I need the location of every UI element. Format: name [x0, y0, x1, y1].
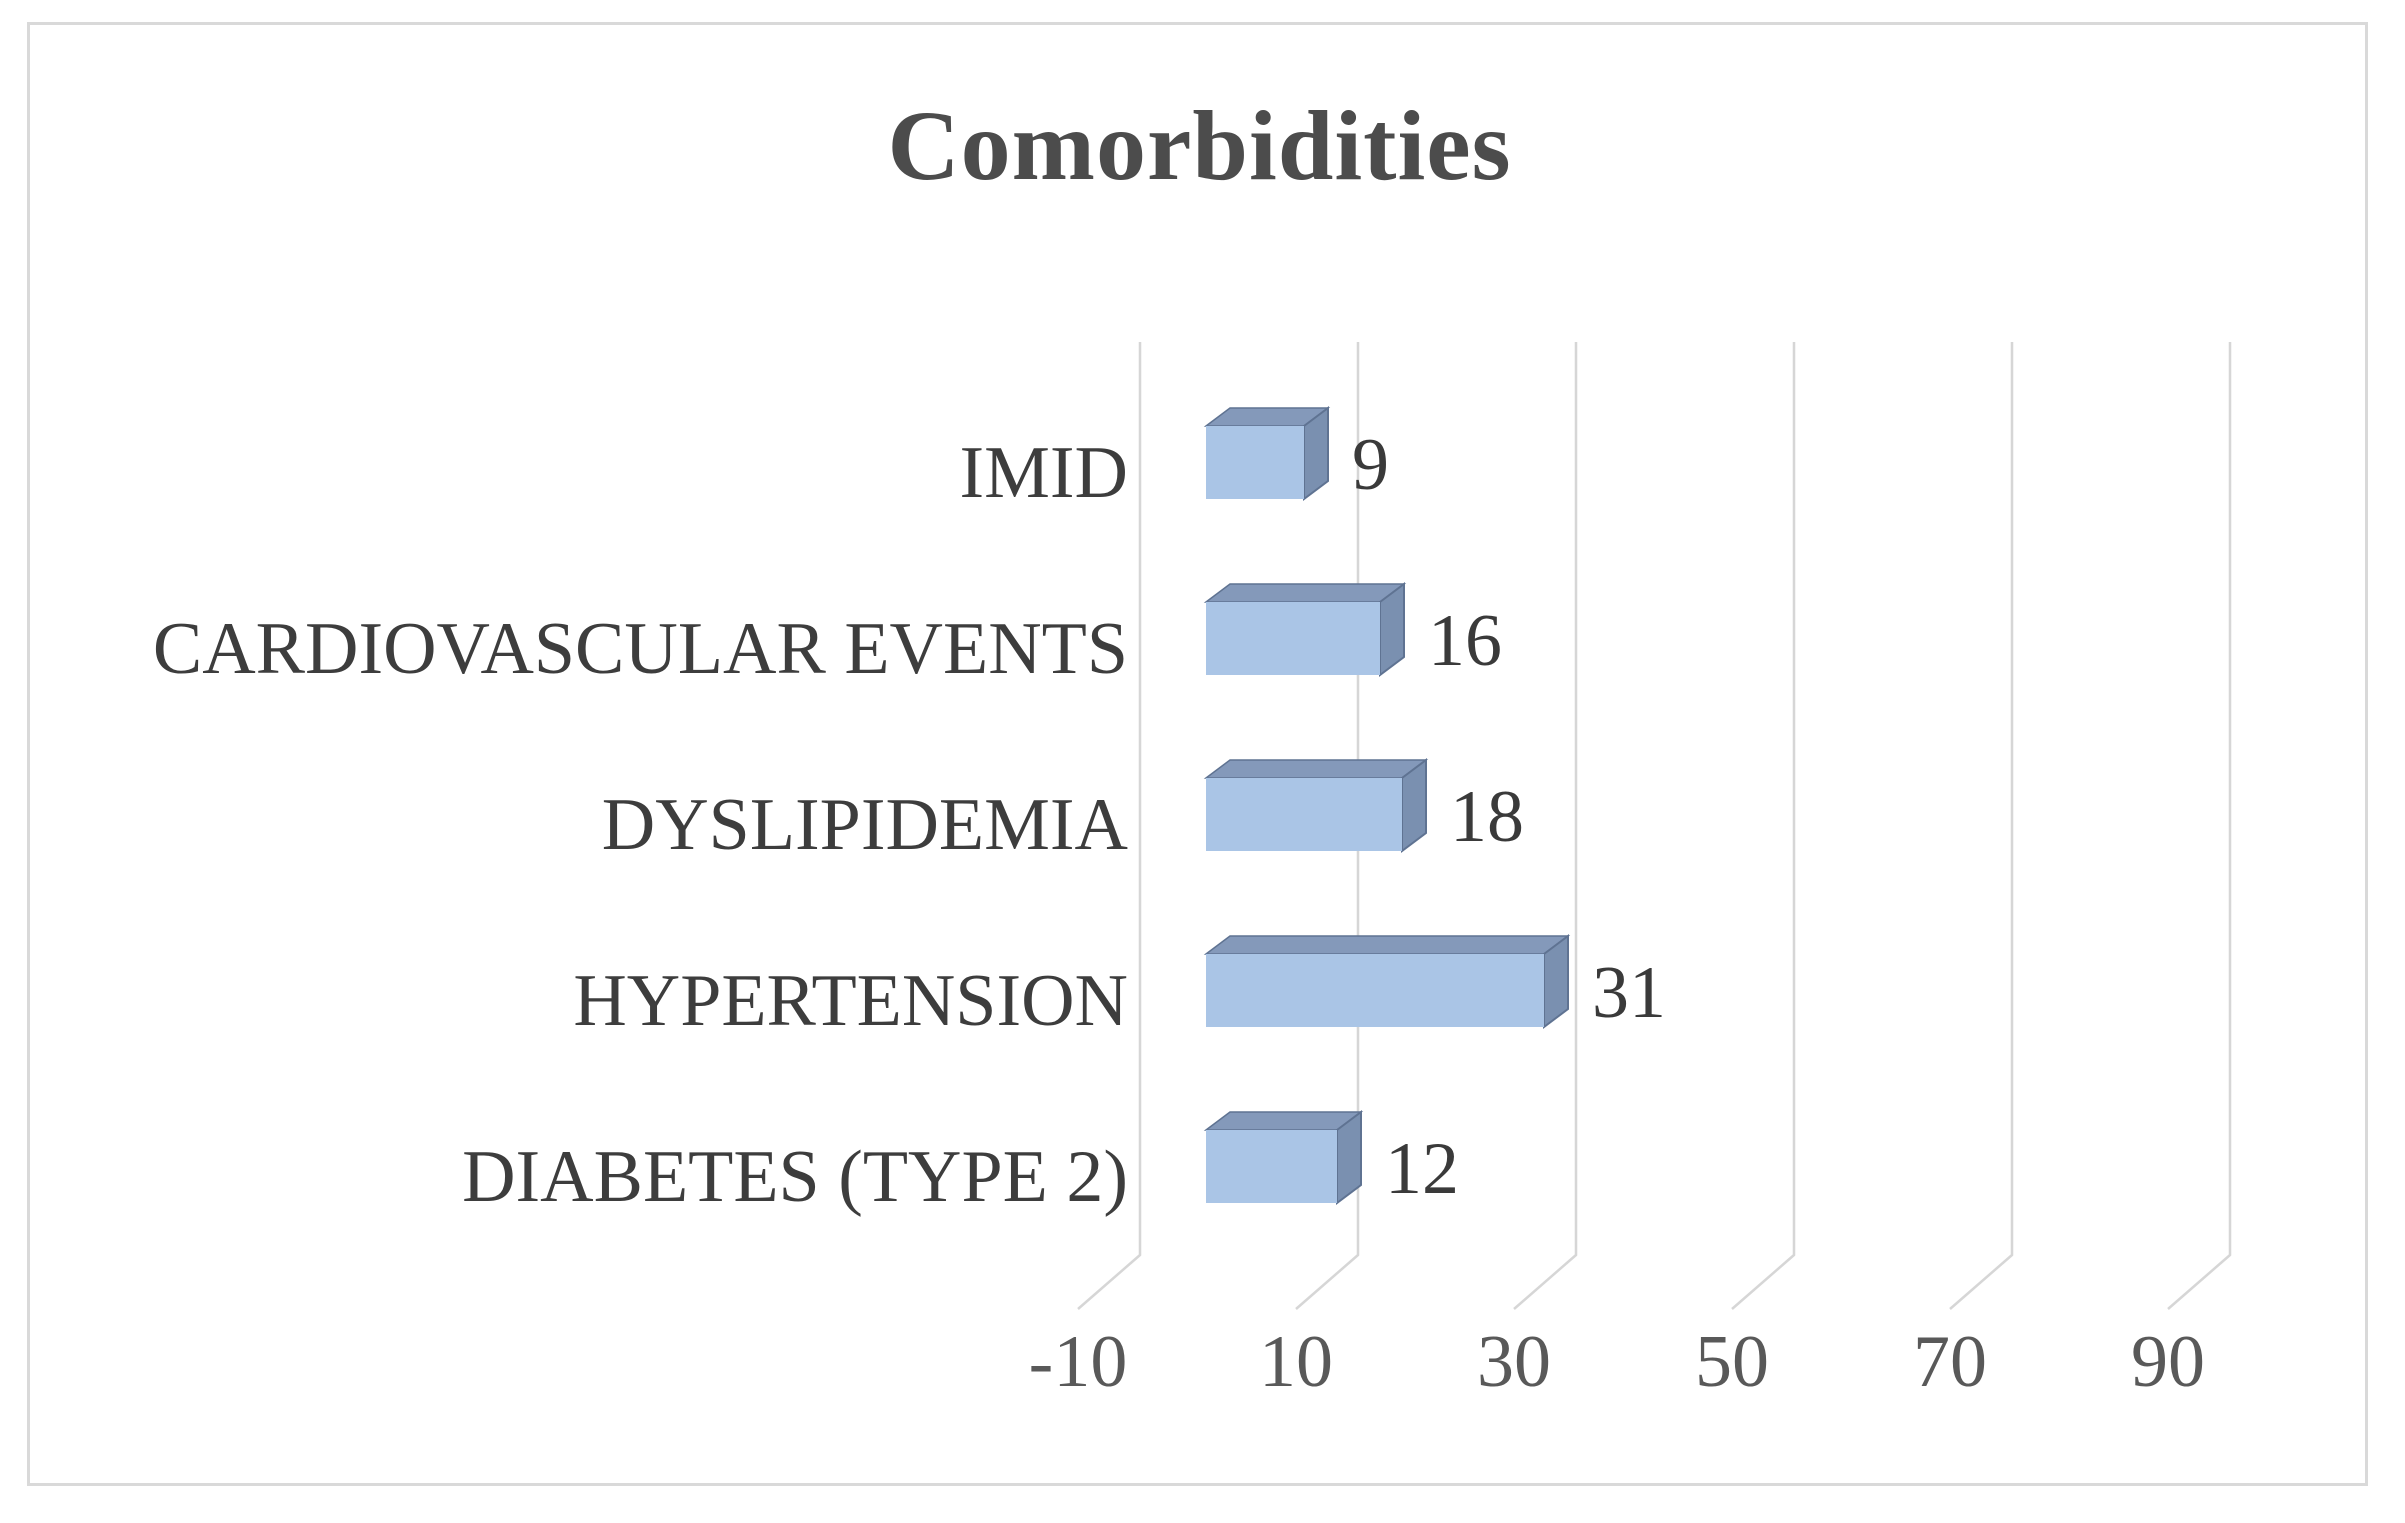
- bar-top-face: [1203, 583, 1407, 603]
- gridline: [1513, 342, 1578, 1310]
- category-label: IMID: [959, 432, 1128, 514]
- x-axis-tick-label: 50: [1695, 1321, 1769, 1403]
- bar-top-face: [1203, 759, 1429, 779]
- bar-front-face: [1206, 1130, 1337, 1203]
- bar-value-label: 18: [1450, 776, 1524, 858]
- chart-title: Comorbidities: [887, 90, 1512, 201]
- bar-front-face: [1206, 426, 1304, 499]
- x-axis-tick-label: 30: [1477, 1321, 1551, 1403]
- category-label: CARDIOVASCULAR EVENTS: [152, 608, 1128, 690]
- gridline: [1077, 342, 1142, 1310]
- bar-front-face: [1206, 778, 1402, 851]
- bar-3d: [1203, 406, 1331, 501]
- bar-front-face: [1206, 954, 1544, 1027]
- bar-value-label: 31: [1592, 952, 1666, 1034]
- gridline: [1731, 342, 1796, 1310]
- bar-front-face: [1206, 602, 1380, 675]
- bar-value-label: 12: [1385, 1128, 1459, 1210]
- category-label: DYSLIPIDEMIA: [601, 784, 1128, 866]
- bar-value-label: 9: [1352, 424, 1389, 506]
- bar-top-face: [1203, 1111, 1364, 1131]
- x-axis-tick-label: -10: [1028, 1321, 1128, 1403]
- x-axis-tick-label: 10: [1259, 1321, 1333, 1403]
- category-label: DIABETES (TYPE 2): [462, 1136, 1128, 1218]
- bar-3d: [1203, 582, 1407, 677]
- bar-top-face: [1203, 935, 1571, 955]
- bar-value-label: 16: [1428, 600, 1502, 682]
- bar-3d: [1203, 758, 1429, 853]
- bar-3d: [1203, 1110, 1364, 1205]
- category-label: HYPERTENSION: [573, 960, 1128, 1042]
- bar-3d: [1203, 934, 1571, 1029]
- gridline: [1949, 342, 2014, 1310]
- x-axis-tick-label: 70: [1913, 1321, 1987, 1403]
- gridline: [2167, 342, 2232, 1310]
- x-axis-tick-label: 90: [2131, 1321, 2205, 1403]
- chart-frame: [27, 22, 2368, 1486]
